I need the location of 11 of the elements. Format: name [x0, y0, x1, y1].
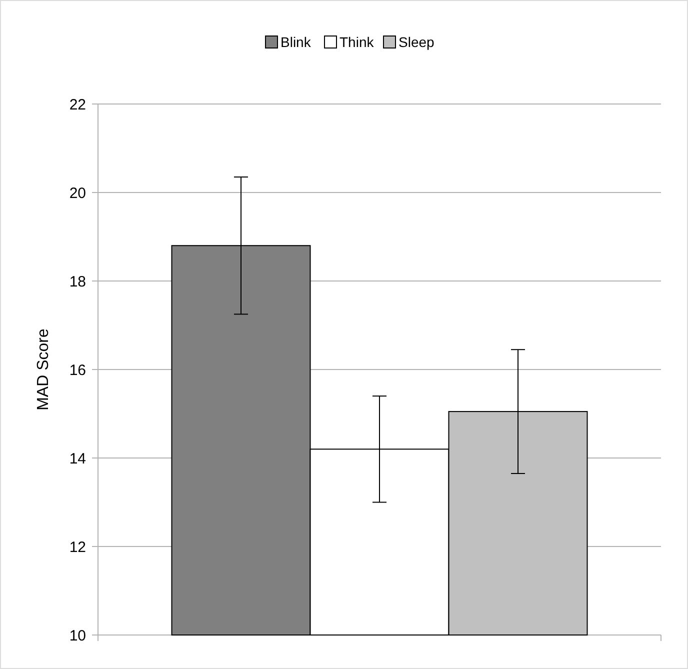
y-tick-label: 16 — [69, 362, 86, 379]
y-tick-label: 12 — [69, 538, 86, 556]
y-tick-label: 20 — [69, 184, 86, 202]
y-tick-label: 10 — [69, 627, 86, 644]
y-tick-label: 22 — [69, 96, 86, 114]
legend-label: Think — [340, 34, 375, 50]
y-tick-label: 18 — [69, 273, 86, 290]
legend-label: Blink — [280, 34, 312, 50]
y-tick-label: 14 — [69, 450, 86, 468]
legend-label: Sleep — [398, 34, 435, 50]
y-axis-title: MAD Score — [35, 328, 52, 410]
